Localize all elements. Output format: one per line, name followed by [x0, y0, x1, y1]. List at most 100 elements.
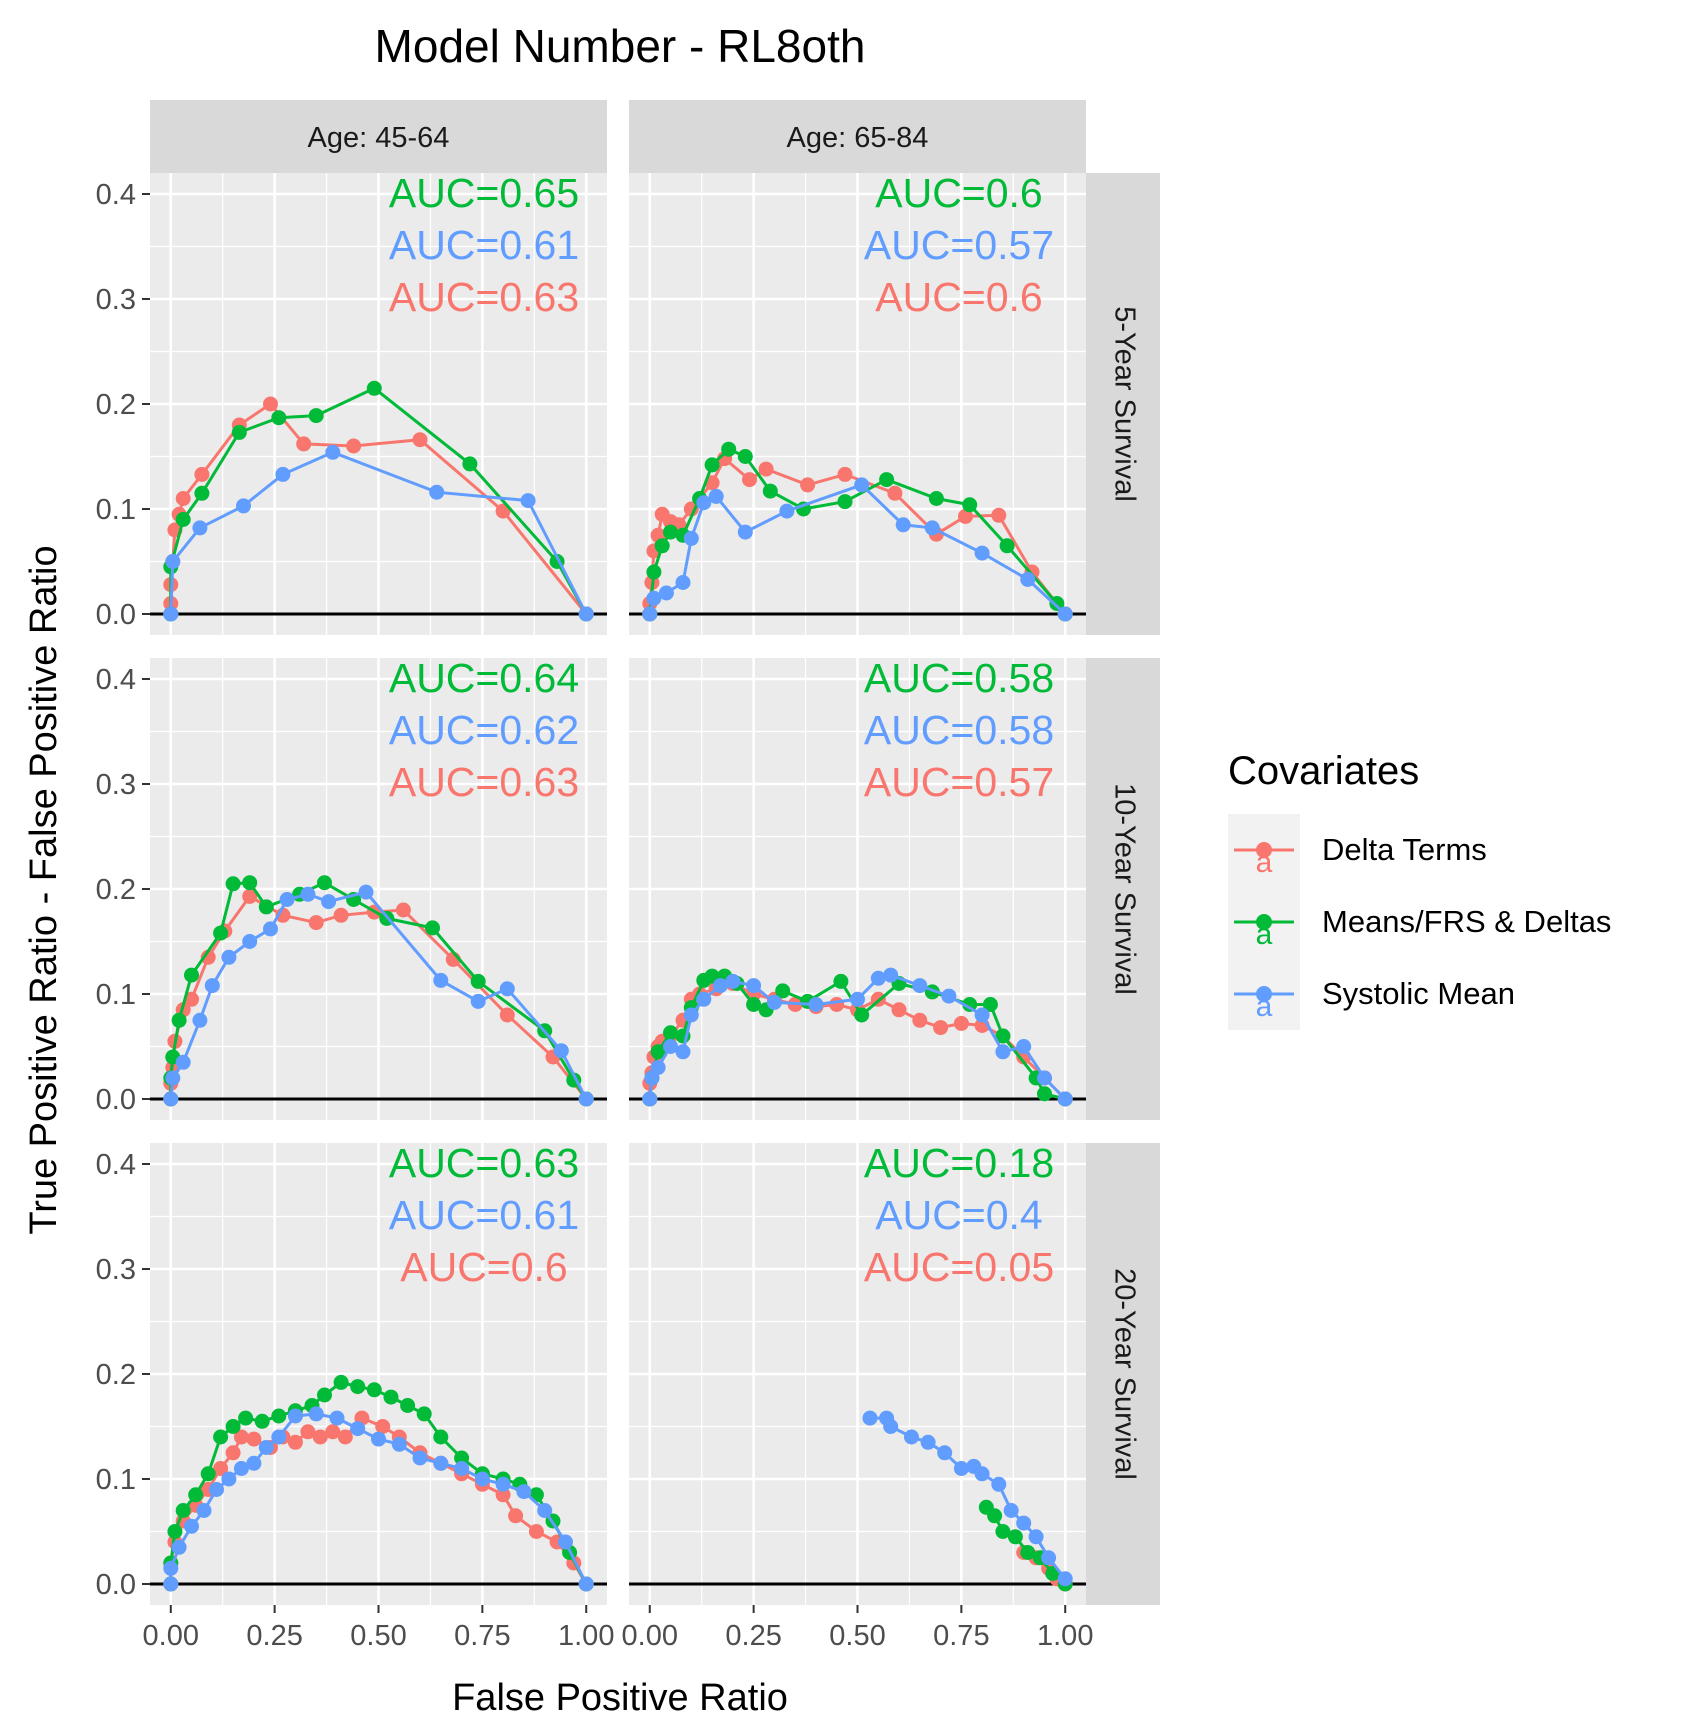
data-point-systolic [209, 1482, 224, 1497]
data-point-delta [887, 485, 903, 501]
data-point-systolic [371, 1431, 386, 1447]
auc-label-delta: AUC=0.57 [864, 759, 1054, 805]
data-point-means [167, 1524, 183, 1539]
legend-title: Covariates [1228, 749, 1419, 793]
y-tick-label: 0.4 [96, 179, 136, 211]
data-point-means [1020, 1545, 1036, 1560]
data-point-delta [742, 472, 757, 488]
data-point-systolic [192, 520, 208, 536]
facet-panel: AUC=0.58 AUC=0.58 AUC=0.57 [629, 655, 1086, 1120]
data-point-systolic [862, 1410, 878, 1426]
data-point-delta [958, 508, 973, 524]
data-point-means [254, 1413, 270, 1429]
data-point-systolic [675, 1044, 691, 1060]
auc-label-systolic: AUC=0.61 [389, 222, 579, 268]
data-point-systolic [1020, 571, 1036, 587]
y-tick-label: 0.1 [96, 1464, 136, 1496]
row-strip-label: 5-Year Survival [1108, 306, 1140, 502]
data-point-delta [346, 438, 362, 454]
data-point-means [1037, 1086, 1052, 1102]
data-point-delta [312, 1429, 328, 1445]
data-point-delta [953, 1015, 969, 1031]
auc-label-means: AUC=0.65 [389, 170, 579, 216]
auc-label-systolic: AUC=0.58 [864, 707, 1054, 753]
data-point-means [470, 973, 486, 989]
legend-label: Systolic Mean [1322, 976, 1515, 1011]
data-point-systolic [1041, 1550, 1057, 1566]
y-tick-label: 0.2 [96, 1359, 136, 1391]
x-tick-label: 0.75 [933, 1620, 989, 1652]
data-point-systolic [433, 972, 449, 988]
y-tick-label: 0.2 [96, 874, 136, 906]
data-point-means [366, 1382, 382, 1398]
data-point-means [999, 538, 1015, 554]
data-point-means [175, 1503, 191, 1518]
data-point-systolic [163, 1091, 179, 1107]
data-point-delta [263, 396, 278, 412]
data-point-systolic [263, 921, 278, 937]
data-point-delta [891, 1002, 907, 1018]
data-point-systolic [163, 1560, 179, 1576]
row-strip [1086, 1143, 1160, 1605]
data-point-systolic [870, 970, 886, 986]
data-point-delta [495, 1487, 511, 1503]
data-point-means [704, 457, 720, 473]
data-point-systolic [429, 484, 445, 500]
y-tick-label: 0.1 [96, 494, 136, 526]
data-point-means [1049, 596, 1065, 611]
facet-panel: AUC=0.65 AUC=0.61 AUC=0.63 [150, 170, 607, 635]
y-tick-label: 0.3 [96, 1254, 136, 1286]
data-point-systolic [192, 1012, 208, 1028]
auc-label-means: AUC=0.64 [389, 655, 579, 701]
facet-panel: AUC=0.64 AUC=0.62 AUC=0.63 [150, 655, 607, 1120]
data-point-delta [225, 1445, 241, 1461]
facet-panel: AUC=0.18 AUC=0.4 AUC=0.05 [629, 1140, 1086, 1605]
data-point-systolic [725, 973, 741, 989]
data-point-systolic [924, 520, 940, 536]
data-point-systolic [163, 1576, 179, 1592]
data-point-systolic [974, 1007, 990, 1023]
x-tick-label: 0.25 [246, 1620, 302, 1652]
data-point-systolic [184, 1518, 199, 1534]
data-point-delta [837, 466, 853, 482]
data-point-means [317, 1387, 332, 1403]
auc-label-means: AUC=0.63 [389, 1140, 579, 1186]
data-point-delta [912, 1012, 928, 1028]
data-point-means [650, 1044, 666, 1060]
y-tick-label: 0.4 [96, 664, 136, 696]
auc-label-means: AUC=0.18 [864, 1140, 1054, 1186]
data-point-systolic [279, 892, 295, 907]
data-point-means [242, 875, 258, 891]
data-point-systolic [221, 1471, 237, 1487]
data-point-means [416, 1406, 432, 1422]
data-point-means [775, 983, 791, 999]
data-point-systolic [937, 1445, 953, 1461]
chart-title: Model Number - RL8oth [375, 20, 866, 72]
data-point-systolic [779, 503, 795, 519]
data-point-systolic [712, 978, 728, 994]
data-point-means [1007, 1529, 1023, 1545]
data-point-systolic [454, 1461, 470, 1476]
data-point-means [225, 876, 241, 892]
data-point-delta [528, 1524, 544, 1539]
data-point-means [663, 524, 678, 540]
x-tick-label: 0.00 [143, 1620, 199, 1652]
x-tick-label: 0.50 [829, 1620, 885, 1652]
legend-key-glyph: a [1256, 990, 1273, 1023]
data-point-means [175, 512, 191, 527]
data-point-systolic [537, 1503, 553, 1518]
data-point-systolic [204, 978, 220, 994]
data-point-systolic [1003, 1503, 1019, 1518]
data-point-systolic [258, 1440, 274, 1455]
facet-panel: AUC=0.6 AUC=0.57 AUC=0.6 [629, 170, 1086, 635]
data-point-systolic [920, 1434, 936, 1450]
row-strip-label: 20-Year Survival [1108, 1268, 1140, 1480]
data-point-means [425, 920, 440, 936]
data-point-systolic [1016, 1039, 1032, 1054]
data-point-systolic [808, 997, 824, 1012]
data-point-delta [246, 1431, 262, 1447]
data-point-means [987, 1508, 1003, 1524]
data-point-systolic [737, 524, 753, 540]
data-point-delta [508, 1508, 524, 1524]
